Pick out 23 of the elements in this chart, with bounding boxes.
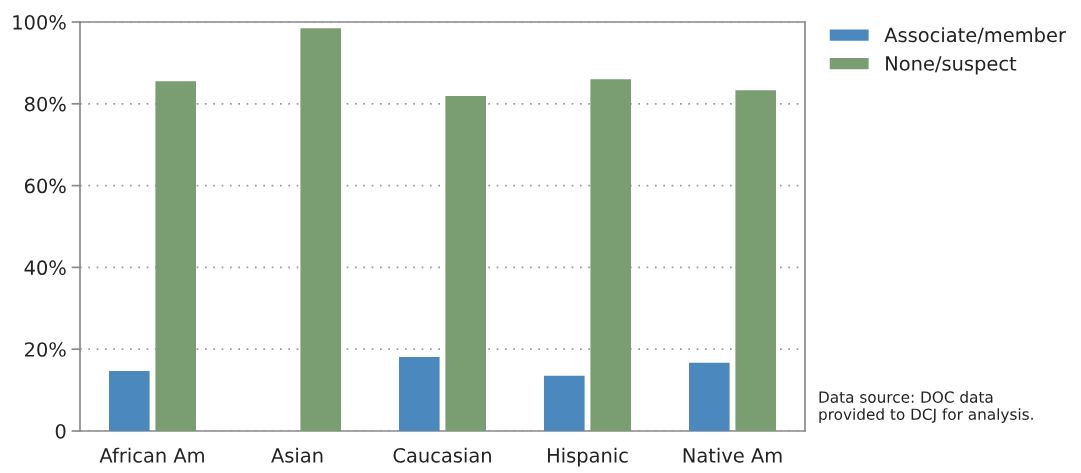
source-note: Data source: DOC data provided to DCJ for analysis. — [819, 391, 1033, 423]
bar — [399, 356, 440, 431]
y-tick-label: 100% — [13, 14, 66, 30]
bar — [735, 90, 776, 431]
x-tick-label: Native Am — [683, 447, 782, 463]
y-tick-label: 80% — [24, 96, 66, 112]
legend-label: None/suspect — [886, 56, 1017, 75]
bar — [689, 362, 730, 431]
bar — [445, 96, 486, 431]
x-tick-label: African Am — [99, 447, 204, 463]
bar — [300, 28, 341, 431]
x-tick-label: Asian — [271, 447, 323, 463]
y-tick-label: 20% — [25, 342, 66, 357]
x-tick-label: Caucasian — [393, 447, 491, 463]
bar — [155, 81, 196, 431]
legend-label: Associate/member — [884, 27, 1066, 44]
x-tick-label: Hispanic — [547, 447, 628, 467]
y-tick-label: 0 — [55, 423, 66, 439]
y-tick-label: 40% — [24, 260, 66, 276]
bar — [544, 375, 585, 431]
bar — [109, 370, 150, 431]
y-tick-label: 60% — [24, 178, 66, 194]
bar — [590, 79, 631, 431]
